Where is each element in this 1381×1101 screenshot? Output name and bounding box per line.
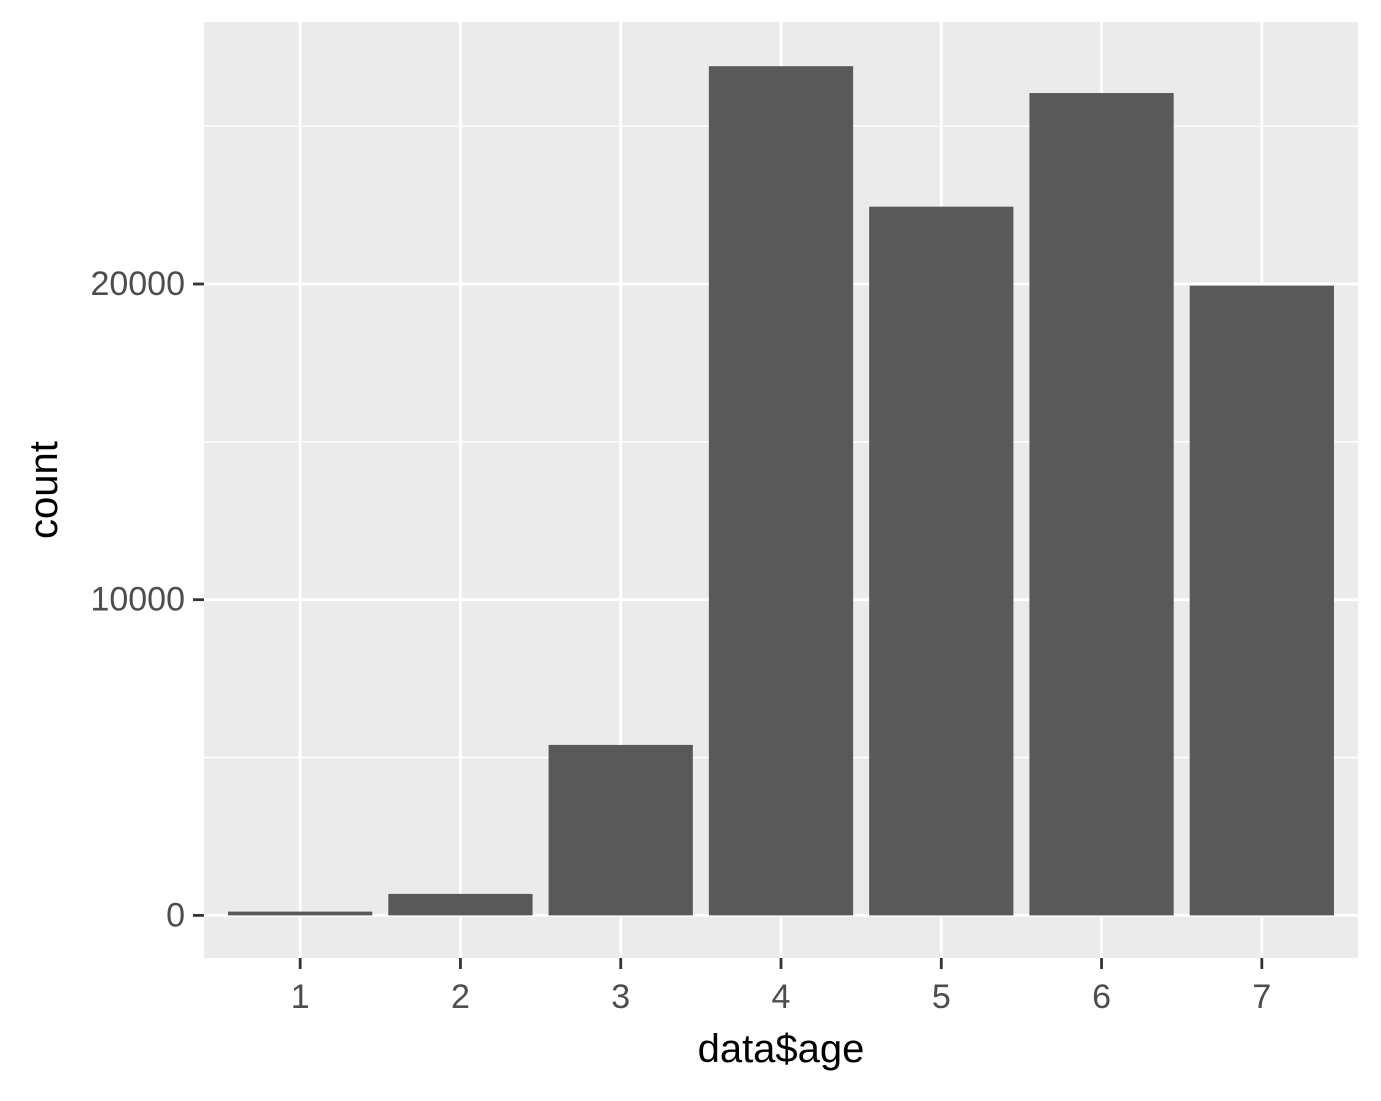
bar-5: [869, 206, 1014, 916]
x-tick-label: 5: [932, 978, 951, 1016]
bar-6: [1029, 93, 1174, 916]
bar-7: [1189, 285, 1334, 916]
x-tick-label: 4: [772, 978, 791, 1016]
x-tick-label: 7: [1252, 978, 1271, 1016]
y-axis: 0 10000 20000: [90, 265, 204, 934]
x-axis-title: data$age: [698, 1027, 865, 1071]
bars-group: [228, 66, 1334, 916]
x-tick-label: 2: [451, 978, 470, 1016]
y-tick-label: 20000: [90, 265, 185, 303]
y-tick-label: 10000: [90, 581, 185, 619]
bar-1: [228, 911, 373, 916]
x-axis: 1 2 3 4 5 6 7: [291, 958, 1271, 1016]
bar-3: [548, 744, 693, 916]
bar-4: [708, 66, 854, 916]
x-tick-label: 1: [291, 978, 310, 1016]
y-tick-label: 0: [166, 896, 185, 934]
x-tick-label: 3: [611, 978, 630, 1016]
y-axis-title: count: [22, 441, 66, 539]
x-tick-label: 6: [1092, 978, 1111, 1016]
bar-2: [388, 893, 533, 916]
